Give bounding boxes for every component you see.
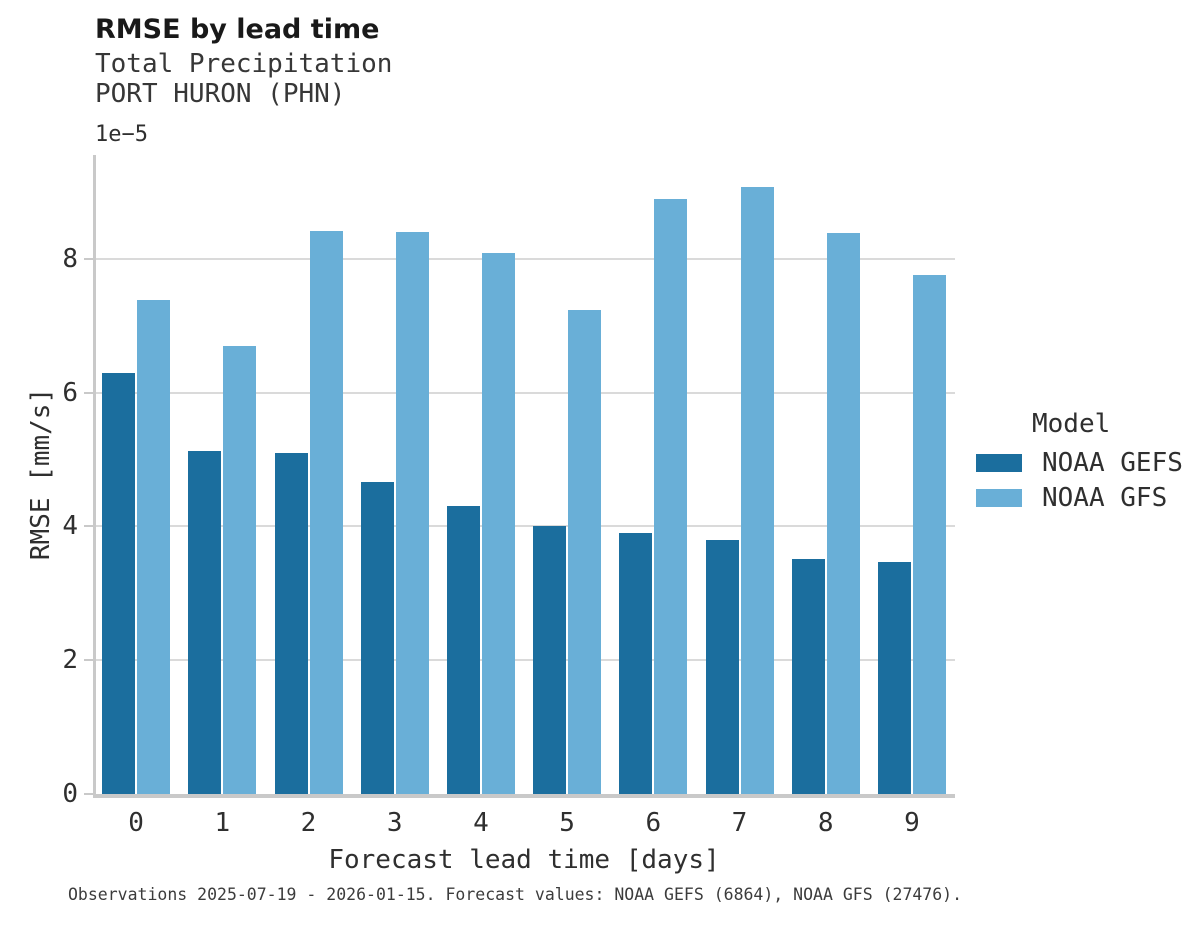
x-axis-spine <box>93 794 955 798</box>
y-axis-spine <box>93 155 96 798</box>
x-axis-label: Forecast lead time [days] <box>328 845 720 875</box>
gridline-y-6 <box>93 391 955 394</box>
y-tick-label-4: 4 <box>62 511 78 542</box>
bar-noaa-gfs-lead-4 <box>481 252 515 794</box>
legend-label-noaa-gefs: NOAA GEFS <box>1042 447 1183 478</box>
bar-noaa-gfs-lead-1 <box>223 346 257 794</box>
y-tick-label-8: 8 <box>62 243 78 274</box>
bar-noaa-gfs-lead-8 <box>826 233 860 794</box>
x-tick-label-7: 7 <box>731 808 748 838</box>
x-tick-label-5: 5 <box>559 808 575 838</box>
gridline-y-4 <box>93 525 955 528</box>
legend-label-noaa-gfs: NOAA GFS <box>1042 482 1168 513</box>
y-tick-label-0: 0 <box>62 779 78 809</box>
x-tick-label-4: 4 <box>473 808 489 838</box>
x-tick-label-2: 2 <box>300 808 317 838</box>
caption: Observations 2025-07-19 - 2026-01-15. Fo… <box>68 885 963 904</box>
bar-noaa-gefs-lead-0 <box>102 372 136 794</box>
bar-noaa-gefs-lead-1 <box>188 451 222 794</box>
y-tick-mark-0 <box>84 793 93 795</box>
chart-title: RMSE by lead time <box>95 14 380 45</box>
legend: Model NOAA GEFS NOAA GFS <box>976 408 1183 515</box>
plot-area <box>93 155 955 794</box>
bar-noaa-gfs-lead-2 <box>309 230 343 794</box>
legend-swatch-noaa-gefs <box>976 453 1022 472</box>
chart-subtitle-variable: Total Precipitation <box>95 49 393 79</box>
y-axis-offset-text: 1e−5 <box>95 122 148 147</box>
legend-item-noaa-gfs: NOAA GFS <box>976 480 1183 515</box>
bar-noaa-gefs-lead-8 <box>791 559 825 794</box>
y-tick-label-2: 2 <box>62 645 78 676</box>
legend-entries: NOAA GEFS NOAA GFS <box>976 445 1183 515</box>
x-tick-label-9: 9 <box>904 808 920 838</box>
bar-noaa-gefs-lead-5 <box>533 526 567 794</box>
bar-noaa-gefs-lead-4 <box>446 505 480 794</box>
x-tick-label-3: 3 <box>386 808 403 838</box>
legend-swatch-noaa-gfs <box>976 488 1022 507</box>
y-tick-label-6: 6 <box>62 377 78 408</box>
chart-subtitle-station: PORT HURON (PHN) <box>95 79 346 109</box>
bar-noaa-gefs-lead-2 <box>274 452 308 794</box>
y-tick-mark-2 <box>84 659 93 662</box>
bar-noaa-gfs-lead-6 <box>654 198 688 794</box>
bar-noaa-gfs-lead-3 <box>395 231 429 794</box>
y-tick-mark-8 <box>84 257 93 260</box>
bar-noaa-gfs-lead-0 <box>137 300 171 794</box>
bar-noaa-gefs-lead-6 <box>619 533 653 794</box>
bar-noaa-gfs-lead-5 <box>568 309 602 794</box>
legend-item-noaa-gefs: NOAA GEFS <box>976 445 1183 480</box>
bar-noaa-gefs-lead-7 <box>705 539 739 794</box>
y-tick-mark-4 <box>84 525 93 528</box>
legend-title: Model <box>1032 409 1111 439</box>
x-tick-label-1: 1 <box>214 808 231 838</box>
bar-noaa-gfs-lead-9 <box>912 274 946 794</box>
bar-noaa-gefs-lead-9 <box>877 561 911 794</box>
x-tick-label-8: 8 <box>817 808 834 838</box>
gridline-y-8 <box>93 257 955 260</box>
x-tick-label-6: 6 <box>645 808 662 838</box>
bar-noaa-gefs-lead-3 <box>360 482 394 794</box>
gridline-y-2 <box>93 659 955 662</box>
bar-noaa-gfs-lead-7 <box>740 187 774 794</box>
y-tick-mark-6 <box>84 391 93 394</box>
x-tick-label-0: 0 <box>128 808 144 838</box>
